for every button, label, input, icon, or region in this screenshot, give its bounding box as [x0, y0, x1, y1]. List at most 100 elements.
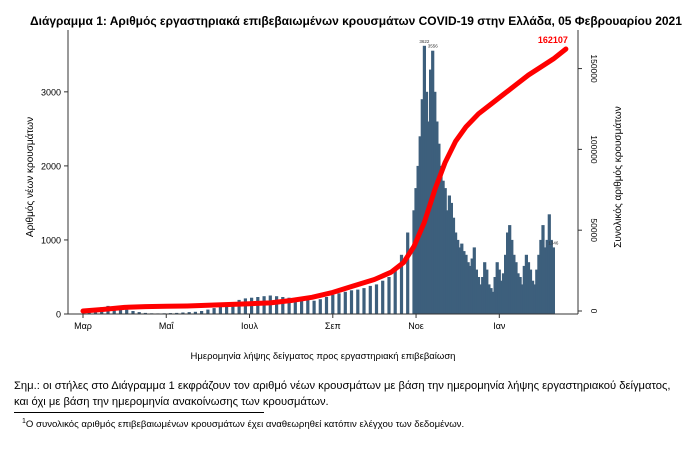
bar	[504, 254, 508, 314]
y2-tick-label: 0	[589, 309, 599, 314]
y-tick-label: 0	[56, 310, 61, 320]
y-tick-label: 2000	[41, 161, 61, 171]
bar	[549, 239, 553, 314]
bar	[318, 299, 322, 314]
bar	[547, 214, 551, 314]
bar	[420, 99, 424, 314]
bar	[175, 312, 179, 314]
bar	[418, 136, 422, 314]
bar	[387, 277, 391, 314]
bar	[531, 280, 535, 314]
bar	[399, 254, 404, 314]
bar	[454, 232, 458, 314]
bar	[312, 300, 316, 314]
bar	[485, 269, 489, 314]
bar	[429, 69, 433, 314]
bar	[493, 277, 497, 314]
bar	[225, 304, 229, 314]
bar-data-label: 3622	[419, 39, 430, 44]
bar	[456, 239, 460, 314]
footnote-marker: 1	[22, 418, 26, 425]
bar	[524, 254, 528, 314]
bar	[87, 312, 91, 314]
bar	[275, 296, 279, 314]
bar	[422, 45, 426, 315]
bar	[137, 312, 141, 314]
bar	[539, 239, 543, 314]
y-axis-label: Αριθμός νέων κρουσμάτων	[24, 117, 36, 237]
bar	[381, 280, 385, 314]
bar	[131, 311, 135, 314]
bar-data-label: 1346	[548, 240, 559, 245]
bar	[528, 269, 533, 314]
bar	[287, 297, 291, 314]
y2-tick-label: 50000	[589, 218, 599, 242]
bar	[356, 289, 360, 314]
bar	[497, 269, 501, 314]
bar	[406, 232, 410, 314]
line-data-label: 162107	[538, 35, 568, 45]
bar	[464, 254, 468, 314]
bar	[514, 262, 518, 314]
bar	[483, 262, 487, 314]
bar	[300, 299, 304, 314]
bar	[181, 312, 185, 314]
footnote-text: Ο συνολικός αριθμός επιβεβαιωμένων κρουσ…	[25, 419, 465, 431]
bar	[349, 290, 354, 314]
bar	[474, 269, 478, 314]
bar	[441, 180, 445, 314]
bar	[431, 50, 435, 314]
footnote: 1Ο συνολικός αριθμός επιβεβαιωμένων κρου…	[22, 418, 662, 430]
y-tick-label: 1000	[41, 235, 61, 245]
bar	[543, 247, 547, 314]
bar	[362, 288, 366, 314]
bar	[489, 288, 493, 314]
bar	[462, 251, 466, 314]
x-tick-label: Σεπ	[325, 321, 341, 331]
bar	[281, 297, 285, 314]
bar	[491, 291, 495, 314]
bar	[481, 277, 485, 314]
y2-tick-label: 150000	[589, 54, 599, 83]
bar	[231, 302, 235, 314]
bar	[508, 225, 512, 314]
bar	[374, 284, 379, 314]
y-tick-label: 3000	[41, 87, 61, 97]
bar	[520, 284, 524, 314]
x-axis-label: Ημερομηνία λήψης δείγματος προς εργαστηρ…	[191, 351, 456, 362]
cumulative-line-series	[80, 46, 569, 314]
bar	[541, 225, 545, 314]
bar	[433, 91, 437, 314]
bar-series	[81, 45, 555, 315]
y2-tick-label: 100000	[589, 135, 599, 164]
bar	[470, 258, 474, 314]
bar	[518, 277, 522, 314]
bar	[237, 299, 241, 314]
bar	[443, 188, 447, 314]
x-tick-label: Μαΐ	[159, 321, 175, 331]
axes: 0 1000 2000 3000 0 50000 100000 150000 Μαρ Μαΐ Ιου…	[41, 30, 599, 331]
bar	[516, 273, 520, 314]
bar	[451, 217, 456, 314]
bar	[537, 254, 541, 314]
y2-axis-label: Συνολικός αριθμός κρουσμάτων	[612, 106, 624, 248]
x-tick-label: Ιαν	[493, 321, 506, 331]
x-tick-label: Μαρ	[74, 321, 92, 331]
x-tick-label: Ιουλ	[241, 321, 258, 331]
bar	[293, 298, 297, 314]
bar	[533, 284, 537, 314]
bar	[337, 293, 341, 314]
bar	[522, 265, 526, 314]
bar	[437, 143, 441, 314]
bar	[193, 311, 197, 314]
bar	[466, 262, 470, 314]
bar	[306, 299, 310, 314]
bar	[206, 309, 210, 314]
chart-title: Διάγραμμα 1: Αριθμός εργαστηριακά επιβεβ…	[30, 14, 682, 28]
x-tick-label: Νοε	[408, 321, 424, 331]
bar	[368, 285, 372, 314]
bar	[125, 309, 129, 314]
bar	[412, 210, 416, 314]
